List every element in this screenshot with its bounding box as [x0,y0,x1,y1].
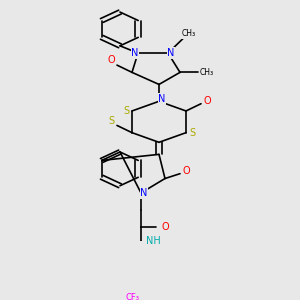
Text: S: S [123,106,129,116]
Text: N: N [131,48,139,58]
Text: NH: NH [146,236,160,246]
Text: O: O [161,222,169,232]
Text: CH₃: CH₃ [200,68,214,77]
Text: N: N [140,188,148,198]
Text: CH₃: CH₃ [182,29,196,38]
Text: S: S [189,128,195,138]
Text: O: O [203,96,211,106]
Text: N: N [158,94,166,104]
Text: CF₃: CF₃ [125,293,139,300]
Text: N: N [167,48,175,58]
Text: S: S [108,116,114,126]
Text: O: O [182,166,190,176]
Text: O: O [107,55,115,65]
